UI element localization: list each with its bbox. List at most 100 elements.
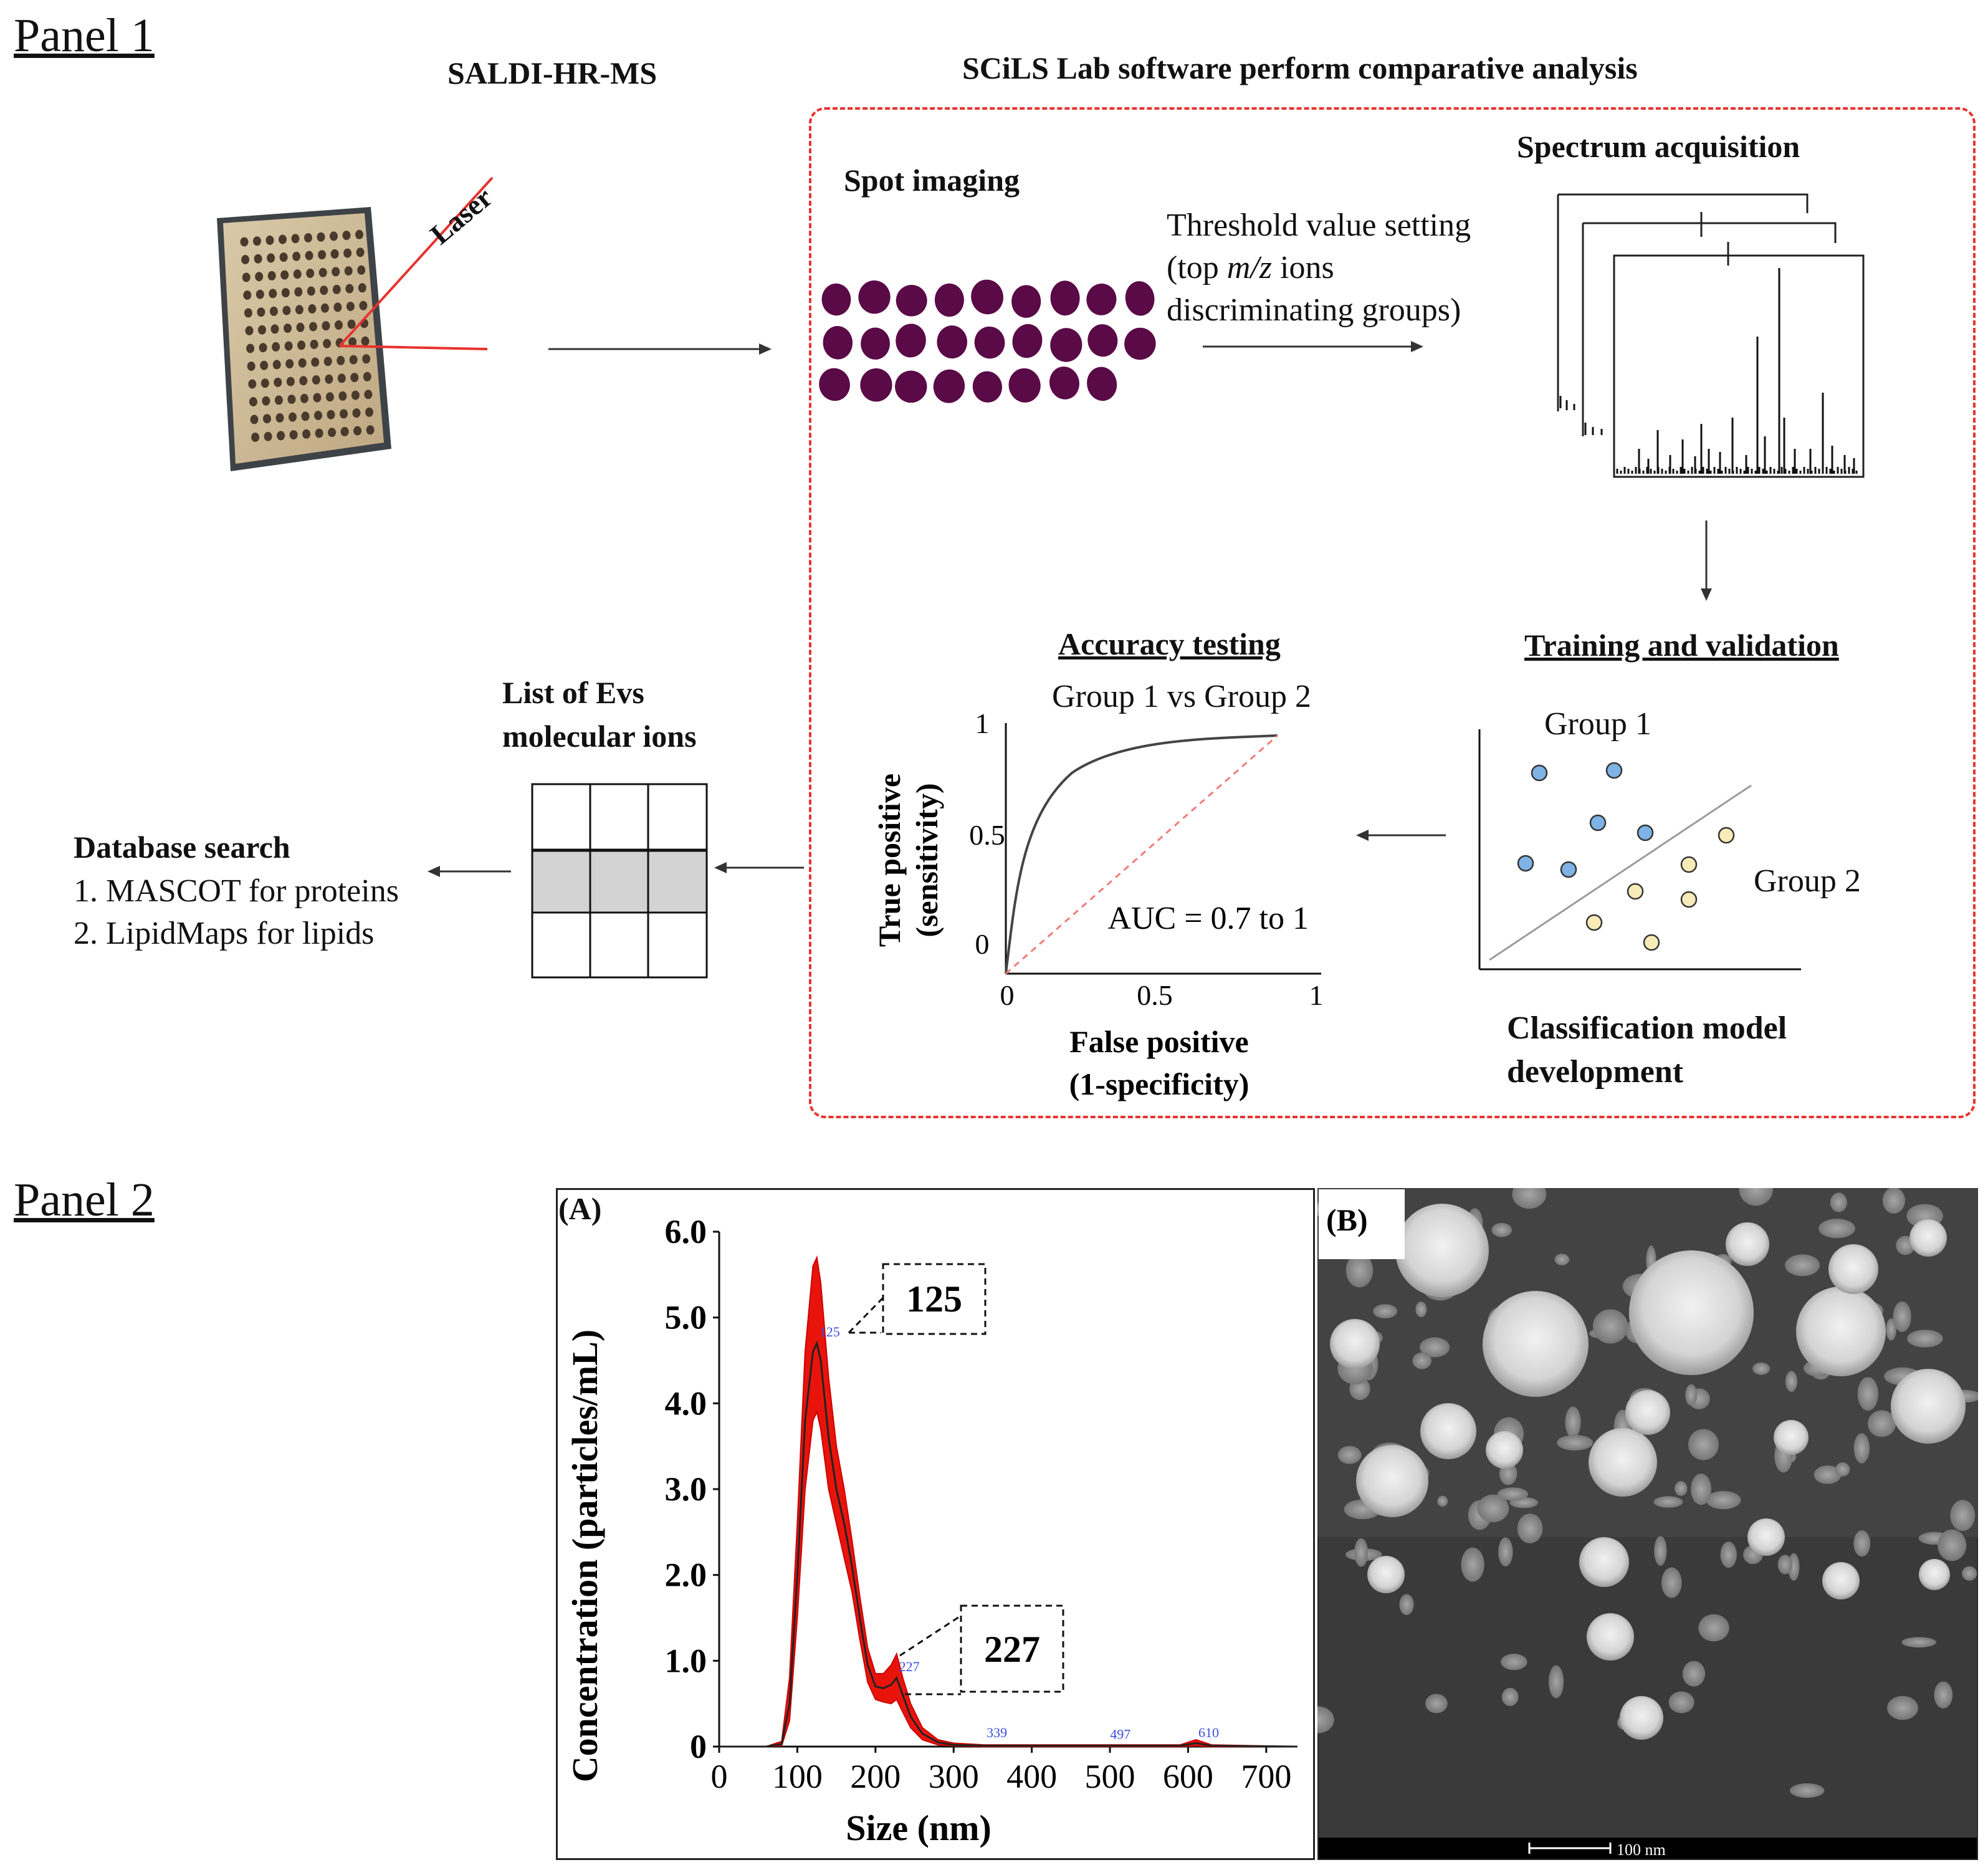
small-vesicle xyxy=(1814,1465,1842,1484)
nta-size-distribution-chart: 0 1.0 2.0 3.0 4.0 5.0 6.0 0 100 200 300 400 500 600 70… xyxy=(565,1213,1298,1848)
roc-ylabel-line1: True positive xyxy=(872,774,907,947)
small-vesicle xyxy=(1853,1530,1871,1557)
small-vesicle xyxy=(1882,1188,1906,1214)
accuracy-testing-title: Accuracy testing xyxy=(1058,626,1281,661)
small-vesicle xyxy=(1565,1406,1581,1438)
imaging-spot xyxy=(896,324,926,358)
plate-well xyxy=(347,319,356,329)
vesicle xyxy=(1625,1390,1670,1435)
small-vesicle xyxy=(1501,1687,1519,1707)
imaging-spot xyxy=(1012,324,1043,358)
plate-well xyxy=(293,269,302,279)
roc-curve xyxy=(1005,734,1278,974)
imaging-spot xyxy=(821,283,851,316)
arrow-spots-to-spectrum xyxy=(1203,341,1423,352)
plate-well xyxy=(289,430,298,440)
roc-x-tick-05: 0.5 xyxy=(1137,979,1173,1011)
plate-well xyxy=(277,431,285,441)
imaging-spot xyxy=(1050,328,1082,362)
plate-well xyxy=(251,433,260,442)
nta-ylabel: Concentration (particles/mL) xyxy=(565,1330,605,1782)
plate-well xyxy=(299,376,308,386)
imaging-spot xyxy=(1124,327,1156,360)
list-title-line1: List of Evs xyxy=(502,675,644,710)
small-vesicle xyxy=(1886,1318,1896,1341)
plate-well xyxy=(330,231,338,241)
small-vesicle xyxy=(1675,1481,1688,1496)
nta-x-tick-label: 400 xyxy=(1006,1758,1057,1795)
plate-well xyxy=(366,425,375,435)
panel-b-label: (B) xyxy=(1326,1202,1368,1237)
plate-well xyxy=(353,426,362,436)
vesicle xyxy=(1330,1319,1380,1369)
small-vesicle xyxy=(1554,1254,1570,1265)
plate-well xyxy=(243,290,252,300)
plate-well xyxy=(304,233,312,242)
plate-well xyxy=(289,412,297,422)
scils-analysis-box xyxy=(809,107,1976,1118)
nta-peak-label: 339 xyxy=(987,1725,1007,1740)
threshold-line2: (top m/z ions xyxy=(1167,250,1334,285)
imaging-spot xyxy=(860,368,892,402)
plate-well xyxy=(259,343,267,353)
plate-well xyxy=(260,360,269,370)
classification-line1: Classification model xyxy=(1507,1010,1787,1046)
plate-well xyxy=(325,392,334,402)
plate-well xyxy=(348,337,357,347)
imaging-spot xyxy=(1050,280,1080,316)
small-vesicle xyxy=(1720,1542,1737,1568)
imaging-spot xyxy=(896,285,927,317)
small-vesicle xyxy=(1887,1695,1918,1720)
plate-well xyxy=(294,287,303,297)
plate-well xyxy=(279,234,287,244)
nta-peak-label: 610 xyxy=(1198,1725,1219,1740)
plate-well xyxy=(297,340,306,350)
plate-well xyxy=(280,270,289,280)
plate-well xyxy=(343,248,352,258)
vesicle xyxy=(1822,1562,1860,1599)
database-search-title: Database search xyxy=(74,830,290,865)
small-vesicle xyxy=(1512,1188,1547,1209)
nta-peak-label: 497 xyxy=(1110,1727,1130,1742)
vesicle xyxy=(1589,1428,1657,1497)
small-vesicle xyxy=(1777,1555,1793,1575)
plate-well xyxy=(242,272,251,282)
imaging-spot xyxy=(1125,281,1155,316)
small-vesicle xyxy=(1354,1538,1369,1567)
threshold-line3: discriminating groups) xyxy=(1167,292,1461,328)
plate-well xyxy=(263,414,271,424)
imaging-spot xyxy=(934,283,964,317)
nta-y-tick-label: 2.0 xyxy=(665,1556,707,1594)
plate-well xyxy=(345,284,354,294)
small-vesicle xyxy=(1938,1529,1967,1561)
imaging-spot xyxy=(974,326,1005,359)
imaging-spot xyxy=(1087,367,1117,401)
small-vesicle xyxy=(1691,1473,1712,1505)
callout-125-text: 125 xyxy=(906,1278,962,1320)
plate-well xyxy=(317,232,325,242)
database-item-mascot: 1. MASCOT for proteins xyxy=(74,873,399,909)
roc-auc-label: AUC = 0.7 to 1 xyxy=(1107,901,1309,936)
plate-well xyxy=(269,306,278,316)
spectrum-acquisition-label: Spectrum acquisition xyxy=(1517,129,1800,164)
plate-well xyxy=(262,396,270,406)
plate-well xyxy=(258,325,266,335)
plate-well xyxy=(287,395,296,405)
vesicle xyxy=(1747,1518,1785,1556)
plate-well xyxy=(349,355,358,365)
spectra-stack-illustration xyxy=(1557,193,1865,478)
plate-well xyxy=(350,373,359,383)
vesicle xyxy=(1919,1559,1950,1590)
vesicle xyxy=(1395,1204,1489,1297)
nta-x-tick-label: 100 xyxy=(772,1758,823,1795)
plate-well xyxy=(245,326,254,335)
plate-well xyxy=(284,341,293,351)
imaging-spot xyxy=(823,325,853,360)
plate-well xyxy=(279,252,288,262)
small-vesicle xyxy=(1337,1446,1362,1464)
plate-well xyxy=(254,254,262,264)
plate-well xyxy=(267,271,276,280)
imaging-spot xyxy=(1011,285,1041,318)
nta-mean-line xyxy=(719,1340,1298,1748)
small-vesicle xyxy=(1785,1371,1798,1392)
